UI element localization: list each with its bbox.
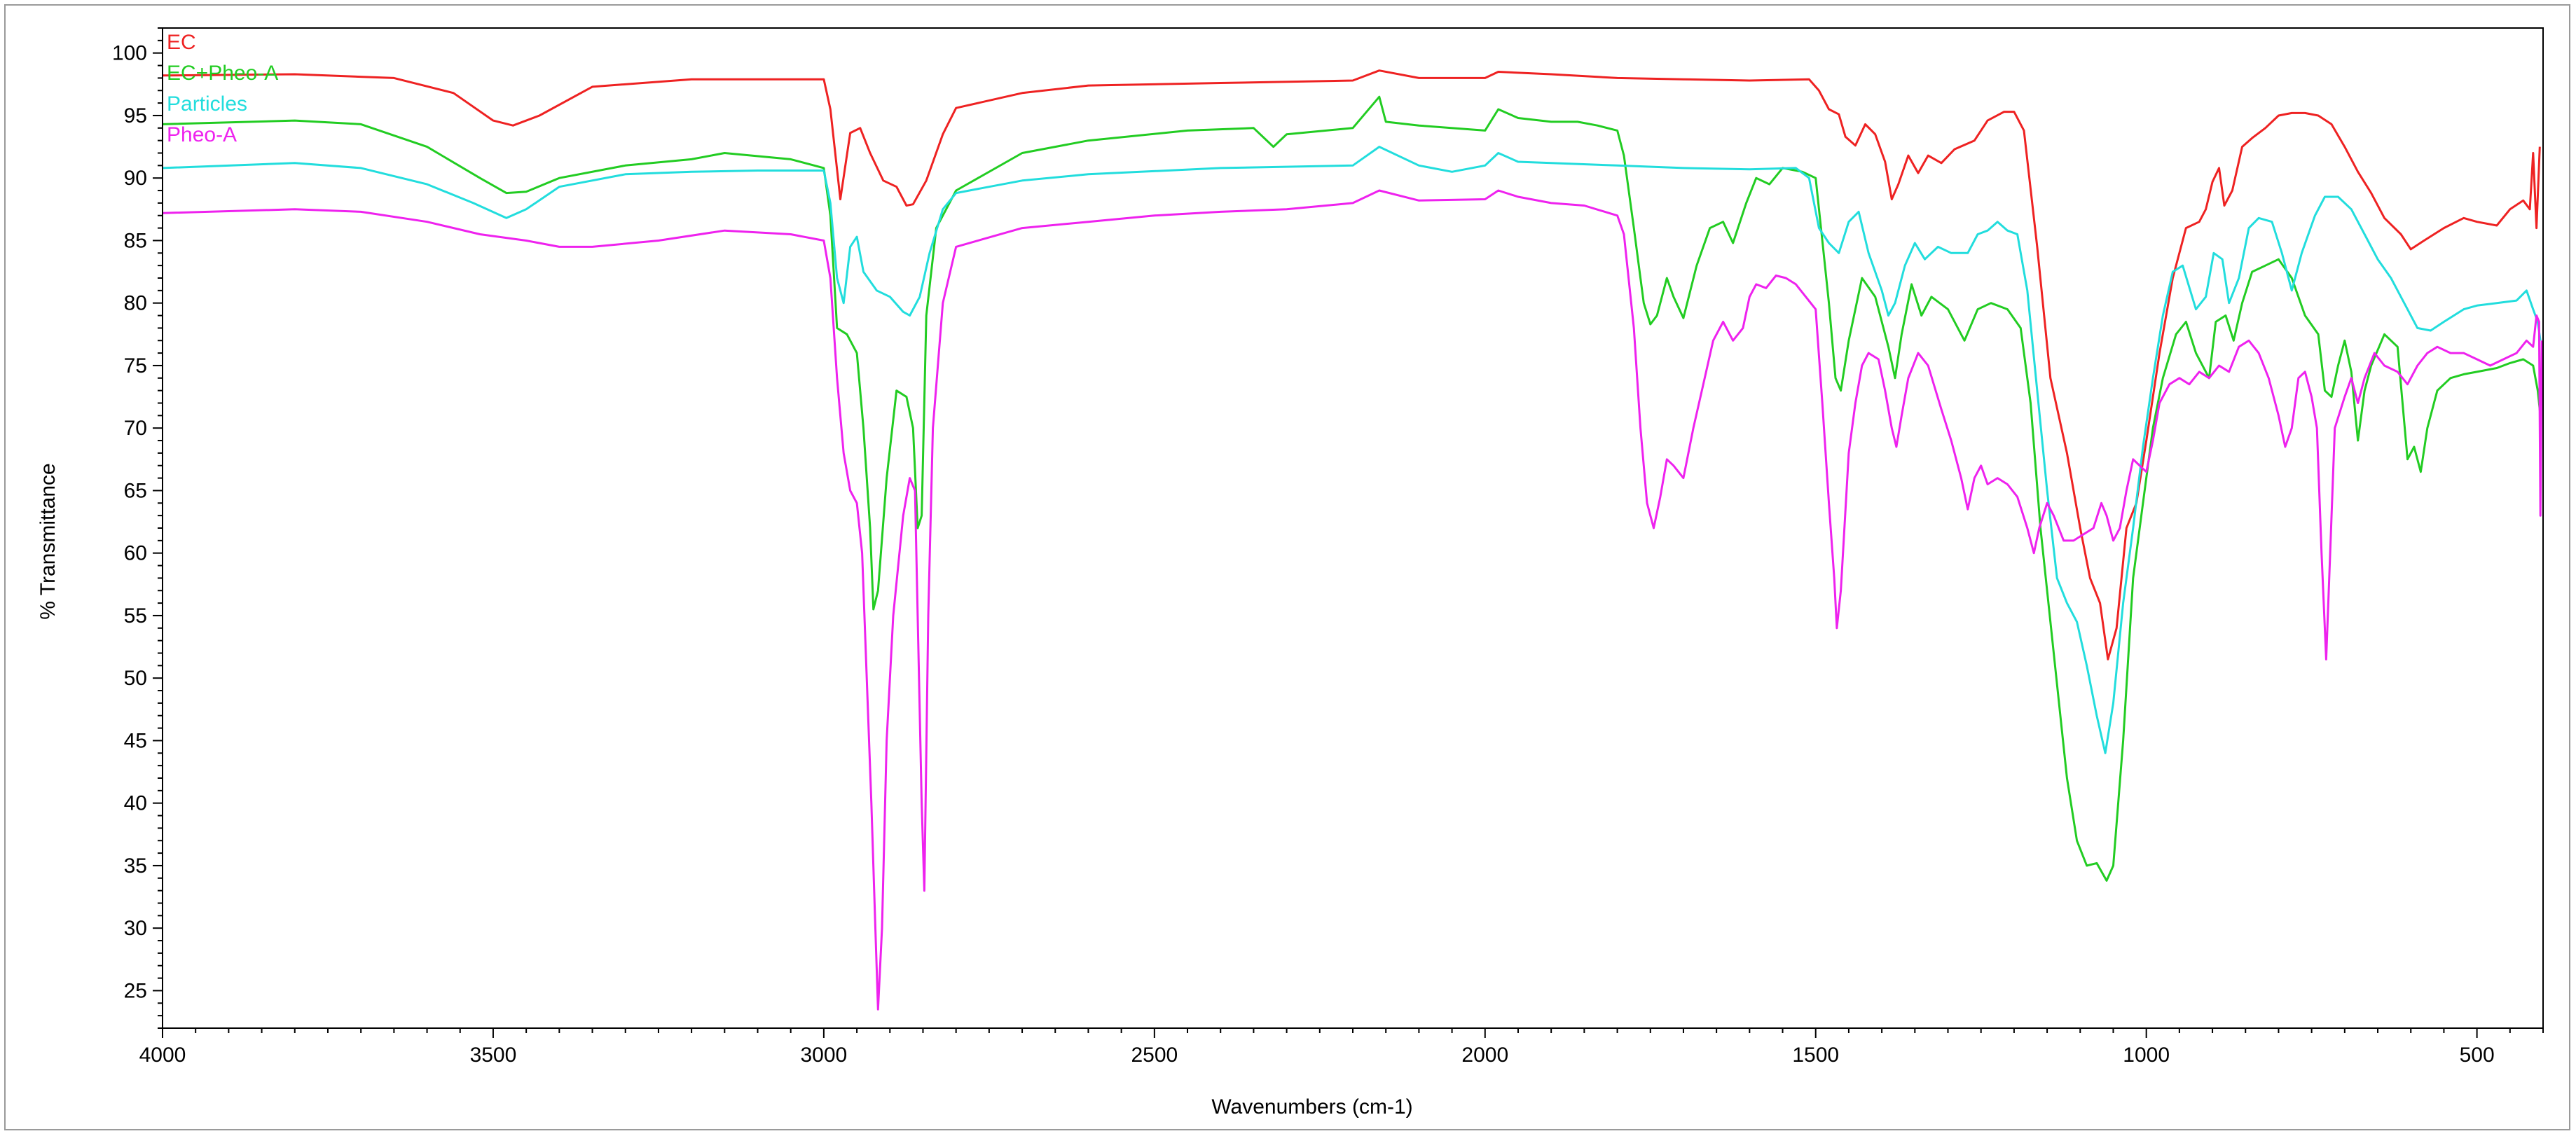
- chart-frame: % Transmittance Wavenumbers (cm-1) 25 30 3…: [4, 4, 2570, 1130]
- x-tick-label: 3000: [801, 1044, 848, 1067]
- y-tick-label: 65: [124, 479, 147, 502]
- y-tick-label: 100: [112, 42, 147, 65]
- x-tick-label: 3500: [470, 1044, 517, 1067]
- x-tick-label: 2500: [1131, 1044, 1178, 1067]
- y-tick-label: 75: [124, 354, 147, 377]
- y-tick-label: 95: [124, 104, 147, 127]
- plot-border: [162, 27, 2544, 1029]
- ftir-chart: % Transmittance Wavenumbers (cm-1) 25 30 3…: [36, 27, 2544, 1118]
- y-tick-label: 30: [124, 917, 147, 940]
- y-tick-label: 25: [124, 979, 147, 1002]
- y-tick-label: 45: [124, 729, 147, 752]
- x-tick-label: 1000: [2123, 1044, 2170, 1067]
- series-line-ec: [162, 69, 2541, 660]
- y-tick-label: 35: [124, 854, 147, 878]
- x-tick-label: 4000: [139, 1044, 186, 1067]
- legend-label: EC+Pheo-A: [167, 62, 278, 85]
- x-tick-label: 1500: [1792, 1044, 1839, 1067]
- legend-label: EC: [167, 31, 196, 54]
- y-tick-label: 60: [124, 542, 147, 565]
- series-line-ec-pheo-a: [162, 95, 2542, 882]
- y-tick-label: 70: [124, 417, 147, 440]
- x-tick-label: 2000: [1461, 1044, 1508, 1067]
- y-tick-label: 40: [124, 792, 147, 815]
- series-line-pheo-a: [162, 189, 2543, 1011]
- axes-layer: 25 30 35 40 45 50 55 60 65 70 75 80 85 90 95 100 4000 350…: [112, 27, 2544, 1067]
- y-tick-label: 55: [124, 604, 147, 628]
- legend-label: Pheo-A: [167, 123, 237, 146]
- series-line-particles: [162, 146, 2542, 754]
- y-axis-title: % Transmittance: [36, 463, 60, 619]
- legend: EC EC+Pheo-A Particles Pheo-A: [167, 31, 278, 146]
- x-axis-title: Wavenumbers (cm-1): [1211, 1095, 1412, 1118]
- y-tick-label: 80: [124, 292, 147, 315]
- legend-label: Particles: [167, 92, 247, 116]
- x-tick-label: 500: [2460, 1044, 2495, 1067]
- y-tick-label: 50: [124, 667, 147, 690]
- y-tick-label: 90: [124, 167, 147, 190]
- y-tick-label: 85: [124, 229, 147, 252]
- series-layer: [162, 69, 2543, 1011]
